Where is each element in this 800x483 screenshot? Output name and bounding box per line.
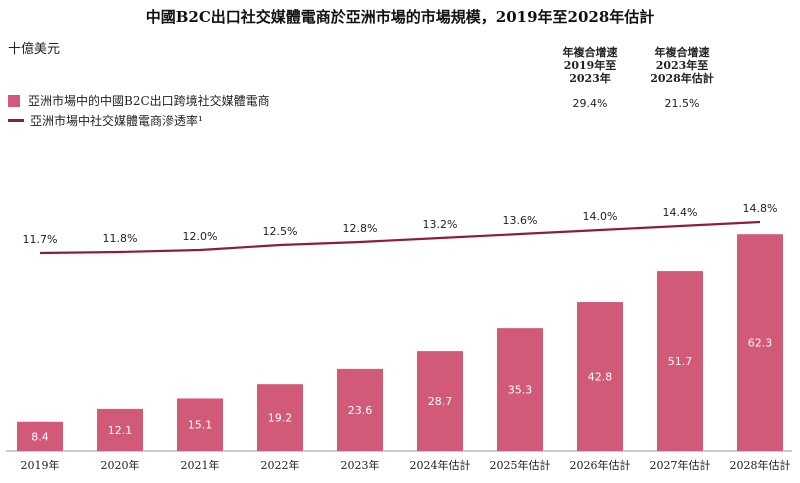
bar-value-label: 23.6 (348, 404, 373, 417)
x-tick-label: 2027年估計 (650, 458, 711, 472)
bar (177, 398, 223, 451)
bar-value-label: 42.8 (588, 371, 613, 384)
x-tick-label: 2025年估計 (490, 458, 551, 472)
legend-bar-label: 亞洲市場中的中國B2C出口跨境社交媒體電商 (28, 94, 270, 108)
line-point-label: 14.8% (743, 202, 778, 215)
bar (257, 384, 303, 451)
x-tick-label: 2028年估計 (730, 458, 791, 472)
x-tick-label: 2022年 (261, 458, 300, 472)
line-point-label: 11.7% (23, 233, 58, 246)
cagr-header-line: 年複合增速 (654, 46, 710, 59)
x-tick-label: 2024年估計 (410, 458, 471, 472)
cagr-header-2023-2028: 年複合增速 2023年至 2028年估計 (637, 46, 727, 85)
line-point-label: 12.5% (263, 225, 298, 238)
bar-value-label: 15.1 (188, 419, 213, 432)
cagr-header-line: 2023年 (569, 72, 611, 85)
line-point-label: 12.0% (183, 230, 218, 243)
legend-item-line: 亞洲市場中社交媒體電商滲透率¹ (8, 112, 203, 129)
cagr-value-2023-2028: 21.5% (664, 97, 700, 110)
legend-item-bar: 亞洲市場中的中國B2C出口跨境社交媒體電商 (8, 92, 270, 109)
cagr-header-line: 2019年至 (563, 59, 617, 72)
cagr-header-line: 2028年估計 (650, 72, 714, 85)
bar (737, 234, 783, 451)
bar-value-label: 19.2 (268, 412, 293, 425)
unit-label: 十億美元 (8, 42, 61, 57)
bar-value-label: 8.4 (31, 430, 49, 443)
bar-value-label: 51.7 (668, 355, 693, 368)
legend-line-swatch (8, 119, 24, 122)
cagr-header-2019-2023: 年複合增速 2019年至 2023年 (545, 46, 635, 85)
legend-bar-swatch (8, 94, 20, 107)
bar (577, 302, 623, 451)
line-point-label: 12.8% (343, 222, 378, 235)
bar (657, 271, 703, 451)
bar (97, 408, 143, 451)
bar (337, 368, 383, 451)
bar-value-label: 28.7 (428, 395, 453, 408)
bar-value-label: 12.1 (108, 424, 133, 437)
penetration-rate-line (39, 220, 761, 255)
line-point-label: 11.8% (103, 232, 138, 245)
x-tick-label: 2020年 (101, 458, 140, 472)
bar (417, 351, 463, 451)
line-point-label: 13.2% (423, 218, 458, 231)
x-tick-label: 2021年 (181, 458, 220, 472)
x-tick-label: 2019年 (21, 458, 60, 472)
bar (497, 328, 543, 451)
line-point-label: 14.4% (663, 206, 698, 219)
legend-line-label: 亞洲市場中社交媒體電商滲透率¹ (30, 114, 203, 128)
cagr-header-line: 年複合增速 (562, 46, 618, 59)
bar-value-label: 62.3 (748, 337, 773, 350)
line-point-label: 13.6% (503, 214, 538, 227)
x-tick-label: 2026年估計 (570, 458, 631, 472)
x-tick-label: 2023年 (341, 458, 380, 472)
line-point-label: 14.0% (583, 210, 618, 223)
bar-value-label: 35.3 (508, 384, 533, 397)
chart-title: 中國B2C出口社交媒體電商於亞洲市場的市場規模，2019年至2028年估計 (145, 8, 655, 26)
cagr-header-line: 2023年至 (655, 59, 709, 72)
cagr-value-2019-2023: 29.4% (572, 97, 608, 110)
bar (17, 421, 63, 451)
